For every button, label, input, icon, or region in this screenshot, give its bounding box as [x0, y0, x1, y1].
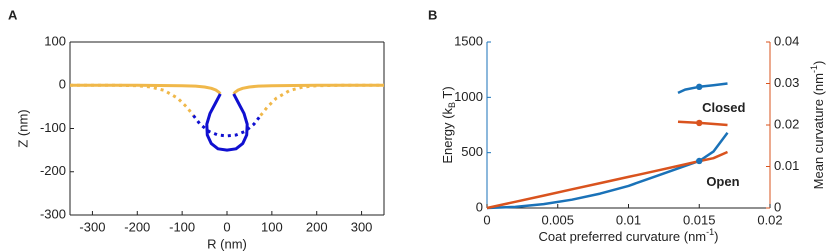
y2-tick-label: 0.02 [774, 116, 799, 131]
x-tick-label: -100 [169, 219, 195, 234]
y-tick-label: 1000 [454, 89, 483, 104]
curve [259, 83, 384, 117]
curve [486, 150, 729, 210]
curve [70, 83, 222, 95]
y2-axis-label-part: Mean curvature (nm [811, 73, 826, 189]
x-tick-label: -200 [124, 219, 150, 234]
annotation: Open [706, 174, 739, 189]
x-tick-label: 0 [483, 212, 490, 227]
annotation: Closed [702, 100, 745, 115]
x-tick-label: -300 [79, 219, 105, 234]
y-tick-label: 0 [476, 199, 483, 214]
x-tick-label: 0.02 [757, 212, 782, 227]
x-tick-label: 100 [261, 219, 283, 234]
curve [70, 83, 195, 117]
curve [677, 120, 728, 127]
panel-label: B [428, 7, 437, 22]
y2-tick-label: 0.03 [774, 75, 799, 90]
x-tick-label: 300 [351, 219, 373, 234]
panel-label: A [8, 7, 18, 22]
x-axis-label: R (nm) [207, 236, 247, 251]
y-tick-label: 0 [59, 77, 66, 92]
point [696, 83, 703, 91]
curve [486, 131, 729, 210]
y-tick-label: 500 [461, 144, 483, 159]
x-axis-label-part: Coat preferred curvature (nm [539, 229, 707, 244]
curve [677, 82, 728, 95]
x-tick-label: 0 [223, 219, 230, 234]
y-tick-label: -200 [40, 163, 66, 178]
y2-tick-label: 0.04 [774, 33, 799, 48]
curve [205, 93, 249, 152]
x-tick-label: 0.015 [683, 212, 716, 227]
y2-tick-label: 0.01 [774, 158, 799, 173]
x-tick-label: 0.005 [541, 212, 574, 227]
x-tick-label: 200 [306, 219, 328, 234]
x-axis-label: Coat preferred curvature (nm-1) [539, 227, 719, 244]
y-tick-label: 1500 [454, 33, 483, 48]
y-tick-label: -300 [40, 206, 66, 221]
y2-axis-label-part: ) [811, 61, 826, 65]
y-axis-label: Z (nm) [15, 109, 30, 147]
y2-axis-label-part: -1 [809, 65, 819, 73]
y-tick-label: -100 [40, 120, 66, 135]
curve [192, 114, 262, 138]
y-axis-label-part: Energy (k [440, 108, 455, 164]
y-axis-label-part: T) [440, 86, 455, 102]
y2-tick-label: 0 [774, 199, 781, 214]
point [696, 119, 703, 127]
y2-axis-label: Mean curvature (nm-1) [809, 61, 826, 190]
y-tick-label: 100 [44, 33, 66, 48]
y-axis-label: Energy (kB T) [440, 86, 457, 163]
x-tick-label: 0.01 [616, 212, 641, 227]
x-axis-label-part: ) [714, 229, 718, 244]
point [696, 157, 703, 165]
x-axis-label-part: -1 [706, 227, 714, 237]
y-axis-label-part: B [447, 102, 457, 108]
